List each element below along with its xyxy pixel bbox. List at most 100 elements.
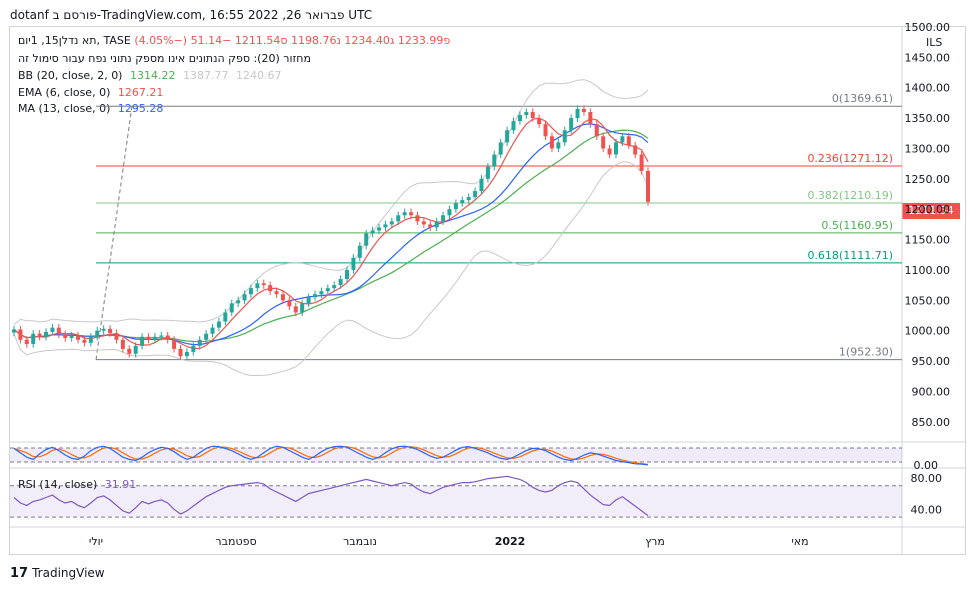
candle-body <box>82 339 87 343</box>
candle-body <box>639 154 644 171</box>
candle-body <box>24 339 29 345</box>
bb-legend[interactable]: BB (20, close, 2, 0) 1314.22 1387.77 124… <box>18 69 281 82</box>
candle-body <box>441 215 446 222</box>
candle-body <box>120 339 125 349</box>
candle-body <box>108 328 113 334</box>
candle-body <box>325 288 330 292</box>
price-tick-label: 950.00 <box>912 355 951 368</box>
candle-body <box>377 227 382 231</box>
candle-body <box>293 306 298 313</box>
candle-body <box>646 170 650 202</box>
candle-body <box>300 303 305 313</box>
candle-body <box>146 336 151 340</box>
candle-body <box>159 335 164 337</box>
rsi-legend[interactable]: RSI (14, close) 31.91 <box>18 478 136 491</box>
price-tick-label: 1500.00 <box>905 21 951 34</box>
fib-level-label: 0.5(1160.95) <box>821 219 893 232</box>
rsi-band <box>10 485 902 518</box>
time-axis-label: ספטמבר <box>215 535 256 548</box>
candle-body <box>165 335 170 340</box>
price-tick-label: 900.00 <box>912 385 951 398</box>
close-label: ס <box>280 34 288 47</box>
candle-body <box>479 178 484 191</box>
ema-label: EMA (6, close, 0) <box>18 86 111 99</box>
candle-body <box>184 351 189 357</box>
open-value: 1233.99 <box>397 34 444 47</box>
candle-body <box>178 348 183 357</box>
rsi-value: 31.91 <box>104 478 137 491</box>
candle-body <box>530 112 535 119</box>
bb-lower-line <box>13 161 649 376</box>
candle-body <box>485 166 490 179</box>
candle-body <box>460 200 465 204</box>
rsi-tick-label: 80.00 <box>911 472 943 485</box>
candle-body <box>216 321 221 328</box>
candle-body <box>44 331 49 337</box>
fib-trend-line <box>95 106 133 360</box>
price-tick-label: 1050.00 <box>905 294 951 307</box>
candle-body <box>127 348 132 354</box>
candle-body <box>357 245 362 258</box>
fib-level-label: 0.382(1210.19) <box>807 189 893 202</box>
fib-level-label: 1(952.30) <box>839 346 893 359</box>
rsi-tick-label: 40.00 <box>911 503 943 516</box>
candle-body <box>389 221 394 225</box>
candle-body <box>562 130 567 143</box>
candle-body <box>63 334 68 338</box>
candle-body <box>236 300 241 304</box>
footer: 𝟭𝟳 TradingView <box>10 566 105 581</box>
high-value: 1234.40 <box>344 34 390 47</box>
candle-body <box>543 124 548 137</box>
currency-label: ILS <box>926 36 943 49</box>
time-axis-label: יולי <box>89 535 103 548</box>
candle-body <box>114 333 119 340</box>
change-value: −51.14 (−4.05%) <box>134 34 232 47</box>
price-tick-label: 1350.00 <box>905 112 951 125</box>
candle-body <box>204 333 209 340</box>
candle-body <box>280 294 285 301</box>
candle-body <box>505 130 510 143</box>
price-chart[interactable]: 1500.00 1450.00 1400.00 1350.00 1300.00 1250.… <box>0 0 976 560</box>
price-tick-label: 1250.00 <box>905 173 951 186</box>
candle-body <box>370 230 375 234</box>
candle-body <box>37 333 42 337</box>
candle-body <box>332 285 337 289</box>
ema-legend[interactable]: EMA (6, close, 0) 1267.21 <box>18 86 163 99</box>
candle-body <box>248 288 253 295</box>
time-axis-label: נובמבר <box>343 535 377 548</box>
price-tick-label: 1200.00 <box>905 203 951 216</box>
chart-frame <box>9 26 966 555</box>
ma-legend[interactable]: MA (13, close, 0) 1295.28 <box>18 102 163 115</box>
low-value: 1198.76 <box>290 34 337 47</box>
candle-body <box>594 124 599 137</box>
candle-body <box>434 221 439 228</box>
candle-body <box>306 297 311 304</box>
candle-body <box>447 209 452 216</box>
candle-body <box>76 335 81 340</box>
candle-body <box>18 329 23 340</box>
volume-legend[interactable]: מחזור (20): ספק הנתונים אינו מספק נתוני … <box>18 52 311 65</box>
candle-body <box>229 303 234 313</box>
bb-label: BB (20, close, 2, 0) <box>18 69 123 82</box>
candle-body <box>569 118 574 131</box>
candle-body <box>575 108 580 119</box>
candle-body <box>152 336 157 340</box>
bb-value-2: 1387.77 <box>182 69 229 82</box>
rsi-line <box>13 475 649 517</box>
fib-level-label: 0.618(1111.71) <box>807 249 893 262</box>
candle-body <box>453 203 458 210</box>
candle-body <box>338 279 343 286</box>
candle-body <box>191 345 196 352</box>
candle-body <box>101 328 106 331</box>
bb-value-3: 1240.67 <box>235 69 282 82</box>
low-label: נ <box>336 34 341 47</box>
ema-line <box>13 117 649 350</box>
candle-body <box>524 112 529 116</box>
candle-body <box>428 224 433 228</box>
candle-body <box>197 339 202 346</box>
ma-line <box>13 123 649 346</box>
last-price-tag: 1211.54 <box>902 203 960 219</box>
symbol-label[interactable]: תא נדלן15, 1יום, TASE <box>18 34 131 47</box>
price-tick-label: 1000.00 <box>905 325 951 338</box>
candle-body <box>415 215 420 222</box>
